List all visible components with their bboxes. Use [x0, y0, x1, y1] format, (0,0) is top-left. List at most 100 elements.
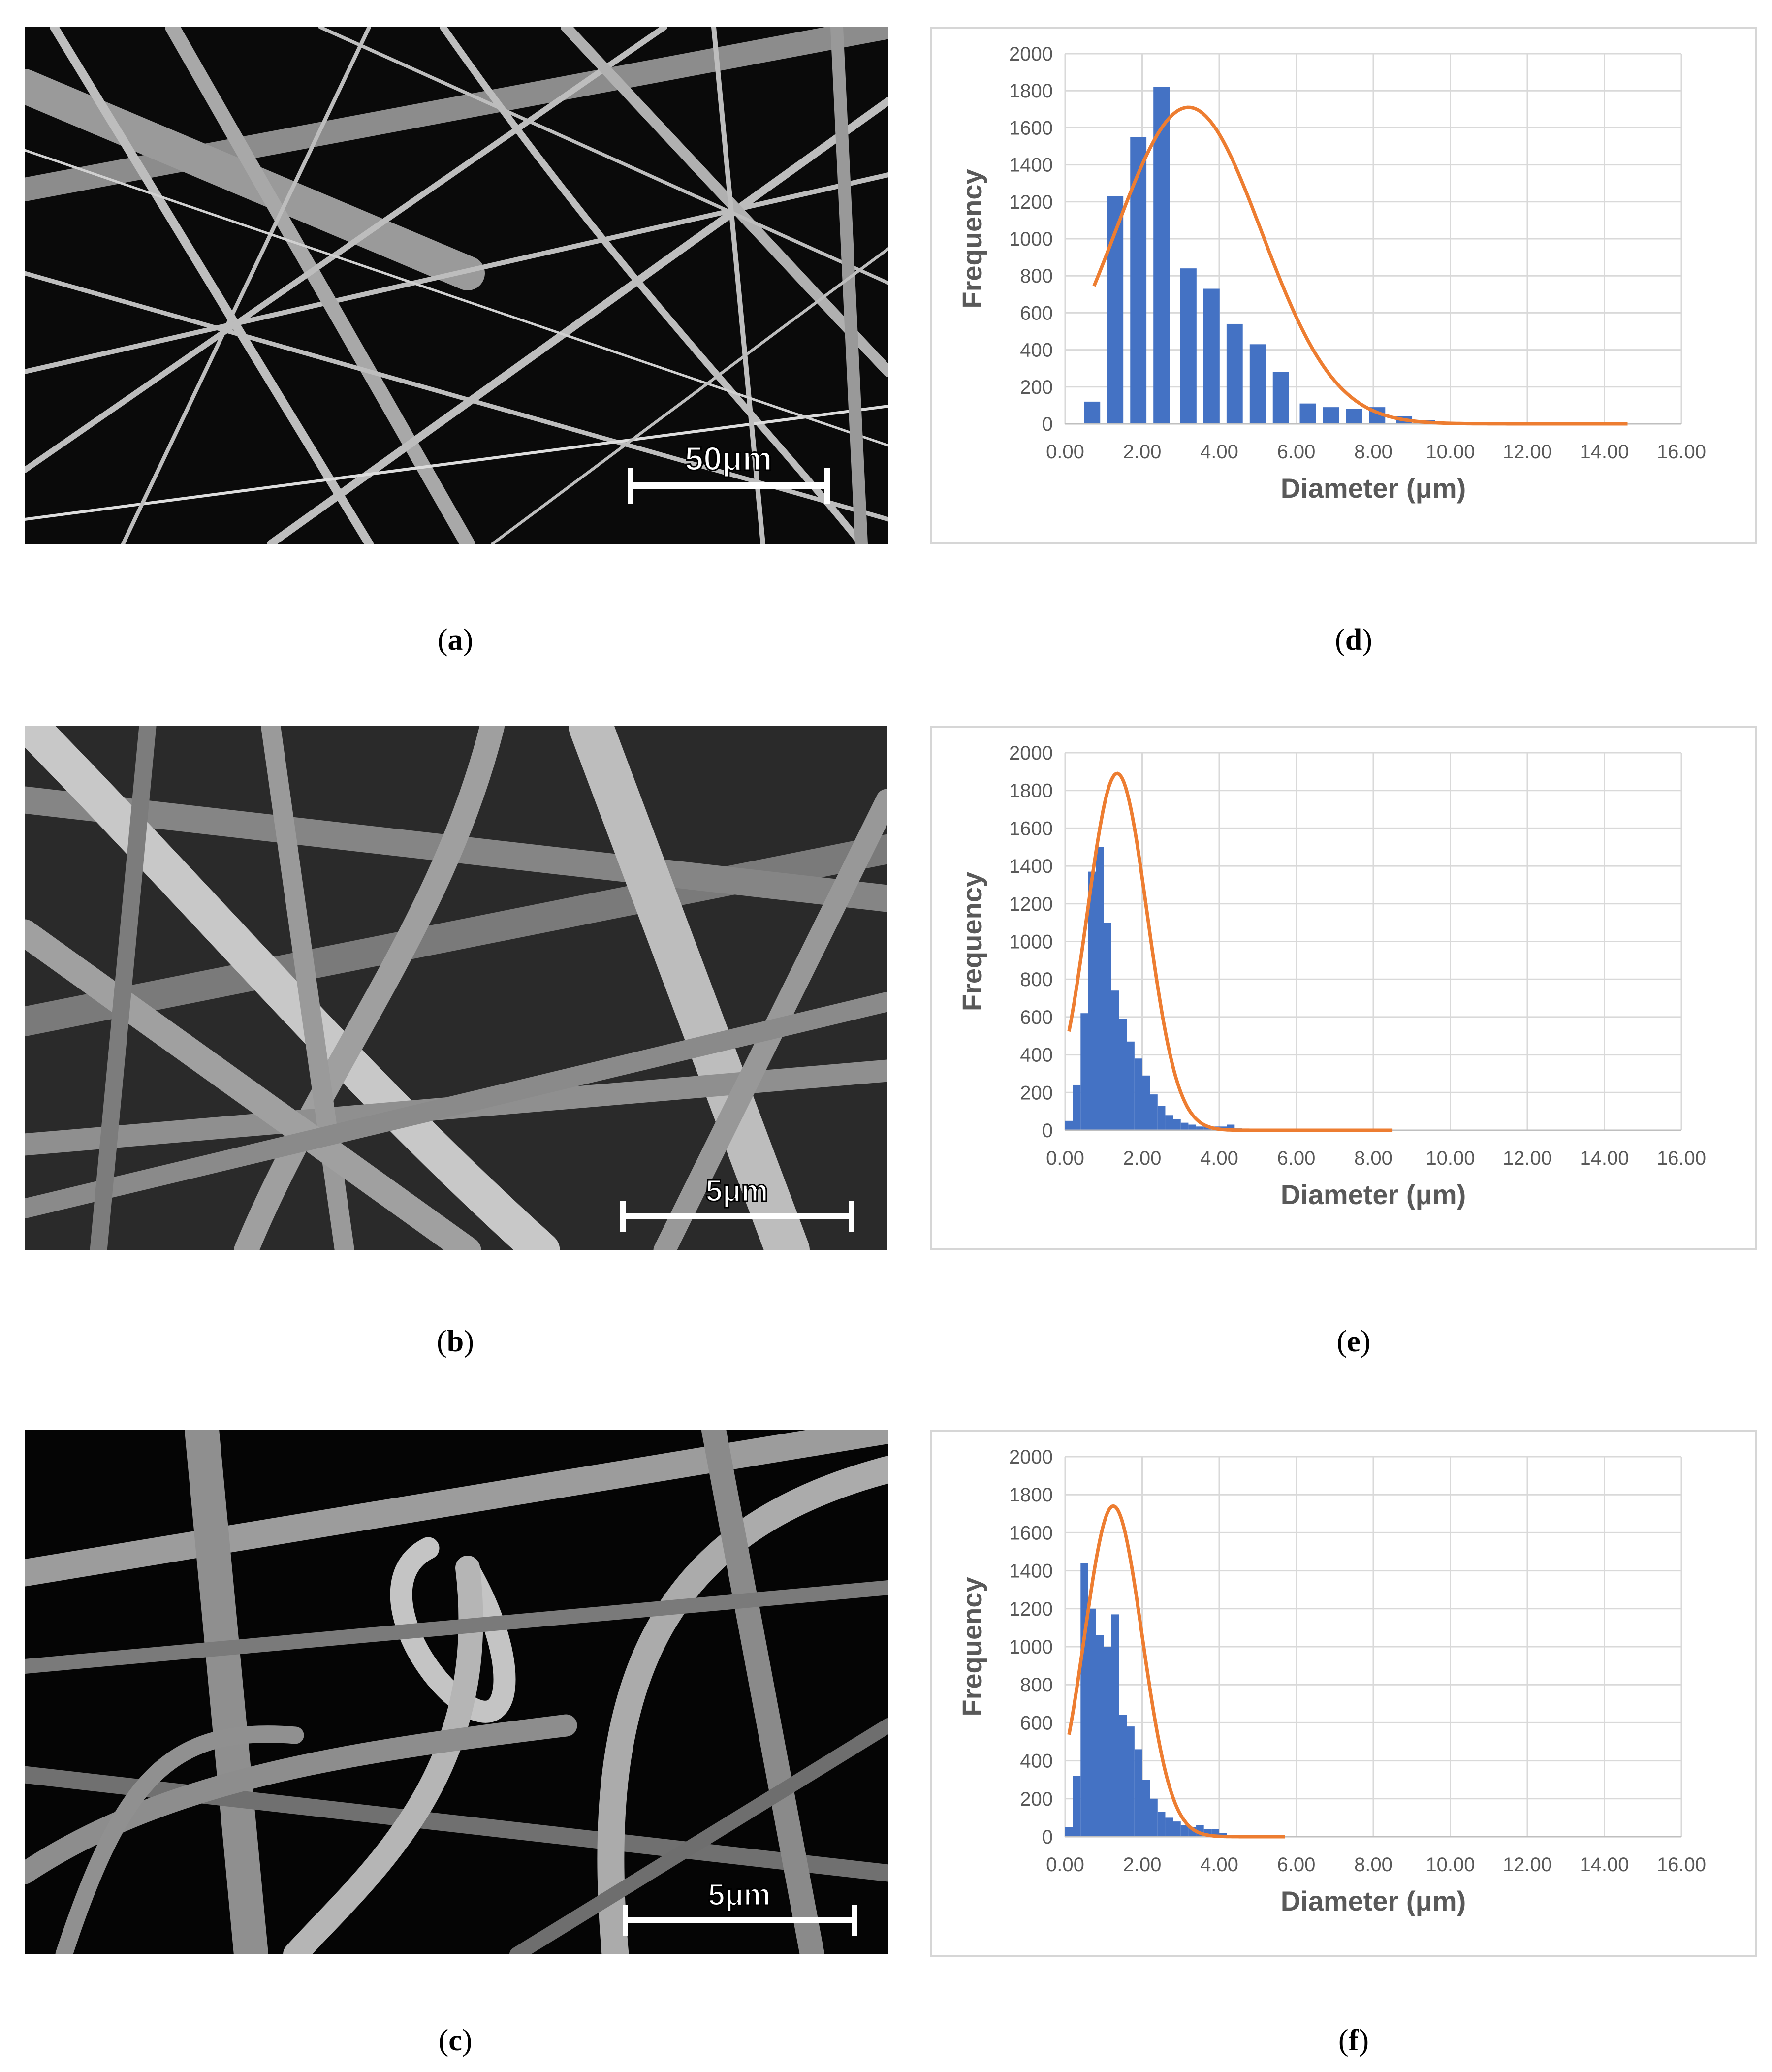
y-tick-label: 1200	[1009, 191, 1053, 213]
histogram-bar	[1323, 407, 1339, 424]
scale-bar-b: 5μm	[620, 1174, 854, 1232]
x-tick-label: 16.00	[1657, 1854, 1706, 1876]
y-tick-label: 1800	[1009, 80, 1053, 102]
histogram-bar	[1299, 403, 1316, 424]
y-tick-label: 1600	[1009, 818, 1053, 839]
scale-label-b: 5μm	[705, 1174, 768, 1208]
x-tick-label: 14.00	[1580, 1854, 1629, 1876]
y-tick-label: 800	[1020, 1674, 1053, 1696]
histogram-bar	[1173, 1118, 1181, 1130]
chart-d: 0.00 2.00 4.00 6.00 8.00 10.00 12.00 14.00 16.00…	[930, 27, 1757, 544]
histogram-bar	[1073, 1776, 1081, 1837]
histogram-bar	[1096, 1635, 1104, 1837]
x-tick-label: 14.00	[1580, 441, 1629, 463]
chart-f: 0.00 2.00 4.00 6.00 8.00 10.00 12.00 14.00 16.00…	[930, 1430, 1757, 1957]
x-axis-title: Diameter (μm)	[1281, 1885, 1466, 1916]
x-tick-label: 12.00	[1503, 1854, 1552, 1876]
y-tick-label: 1600	[1009, 117, 1053, 139]
histogram-bar	[1142, 1075, 1150, 1130]
sem-image-b: 5μm	[25, 726, 887, 1250]
y-axis-title: Frequency	[956, 872, 987, 1011]
histogram-bar	[1272, 372, 1289, 424]
histogram-bar	[1249, 344, 1266, 424]
histogram-f: 0.00 2.00 4.00 6.00 8.00 10.00 12.00 14.00 16.00…	[956, 1446, 1706, 1916]
x-tick-label: 16.00	[1657, 1148, 1706, 1169]
y-tick-label: 2000	[1009, 43, 1053, 65]
histogram-bar	[1180, 268, 1197, 424]
sem-fibers-a	[25, 27, 888, 544]
x-tick-label: 4.00	[1200, 1148, 1238, 1169]
scale-bar-c: 5μm	[623, 1878, 857, 1936]
y-tick-label: 400	[1020, 1045, 1053, 1066]
x-tick-label: 2.00	[1123, 1148, 1162, 1169]
y-tick-label: 600	[1020, 302, 1053, 324]
x-tick-label: 12.00	[1503, 1148, 1552, 1169]
histogram-bar	[1134, 1058, 1142, 1130]
histogram-bar	[1157, 1106, 1166, 1130]
x-tick-label: 16.00	[1657, 441, 1706, 463]
normal-fit-curve	[1067, 1504, 1285, 1839]
y-tick-label: 1200	[1009, 893, 1053, 915]
histogram-bar	[1080, 1563, 1088, 1837]
histogram-bar	[1173, 1821, 1181, 1837]
histogram-bar	[1088, 1608, 1096, 1837]
histogram-bar	[1203, 1126, 1212, 1130]
histogram-d: 0.00 2.00 4.00 6.00 8.00 10.00 12.00 14.00 16.00…	[956, 43, 1706, 504]
histogram-bar	[1119, 1715, 1127, 1837]
y-tick-label: 800	[1020, 969, 1053, 990]
y-tick-label: 1000	[1009, 228, 1053, 250]
y-tick-label: 0	[1042, 414, 1053, 435]
histogram-bar	[1157, 1812, 1166, 1837]
y-tick-label: 600	[1020, 1007, 1053, 1028]
histogram-e: 0.00 2.00 4.00 6.00 8.00 10.00 12.00 14.00 16.00…	[956, 742, 1706, 1210]
y-tick-label: 0	[1042, 1120, 1053, 1142]
histogram-bar	[1073, 1084, 1081, 1130]
y-tick-label: 1400	[1009, 856, 1053, 877]
x-tick-label: 10.00	[1425, 1854, 1475, 1876]
x-tick-label: 0.00	[1046, 1148, 1084, 1169]
histogram-bar	[1096, 847, 1104, 1130]
histogram-bar	[1226, 323, 1243, 424]
y-tick-label: 400	[1020, 1751, 1053, 1772]
panel-label-d: (d)	[1335, 623, 1372, 657]
x-tick-label: 6.00	[1277, 1854, 1316, 1876]
histogram-bar	[1196, 1126, 1204, 1130]
y-tick-label: 0	[1042, 1826, 1053, 1848]
histogram-bar	[1150, 1798, 1158, 1837]
y-tick-label: 200	[1020, 1788, 1053, 1810]
histogram-bar	[1180, 1825, 1189, 1837]
x-tick-label: 12.00	[1503, 441, 1552, 463]
y-tick-label: 1000	[1009, 1636, 1053, 1658]
x-axis-title: Diameter (μm)	[1281, 1179, 1466, 1210]
histogram-bar	[1150, 1094, 1158, 1130]
panel-label-c: (c)	[438, 2024, 473, 2057]
histogram-bar	[1111, 990, 1119, 1130]
histogram-bar	[1346, 409, 1362, 424]
x-axis-title: Diameter (μm)	[1281, 473, 1466, 504]
histogram-bar	[1153, 87, 1170, 424]
y-tick-label: 1800	[1009, 780, 1053, 802]
histogram-bar	[1065, 1827, 1073, 1837]
histogram-bar	[1180, 1122, 1189, 1130]
scale-bar-a: 50μm	[628, 440, 830, 504]
normal-fit-curve	[1067, 771, 1393, 1132]
histogram-bar	[1134, 1749, 1142, 1837]
histogram-bar	[1080, 1013, 1088, 1130]
panel-label-a: (a)	[437, 623, 474, 657]
histogram-bar	[1119, 1019, 1127, 1130]
y-axis-title: Frequency	[956, 169, 987, 308]
sem-fibers-c	[25, 1430, 888, 1954]
scale-label-a: 50μm	[685, 440, 772, 478]
x-tick-label: 10.00	[1425, 1148, 1475, 1169]
y-tick-label: 1600	[1009, 1522, 1053, 1544]
x-tick-label: 4.00	[1200, 1854, 1238, 1876]
x-tick-label: 2.00	[1123, 1854, 1162, 1876]
chart-e: 0.00 2.00 4.00 6.00 8.00 10.00 12.00 14.00 16.00…	[930, 726, 1757, 1250]
x-tick-label: 0.00	[1046, 1854, 1084, 1876]
histogram-bar	[1127, 1726, 1135, 1837]
x-tick-label: 2.00	[1123, 441, 1162, 463]
y-tick-label: 1400	[1009, 1561, 1053, 1582]
x-tick-label: 10.00	[1425, 441, 1475, 463]
x-tick-label: 0.00	[1046, 441, 1084, 463]
y-tick-label: 1000	[1009, 931, 1053, 953]
